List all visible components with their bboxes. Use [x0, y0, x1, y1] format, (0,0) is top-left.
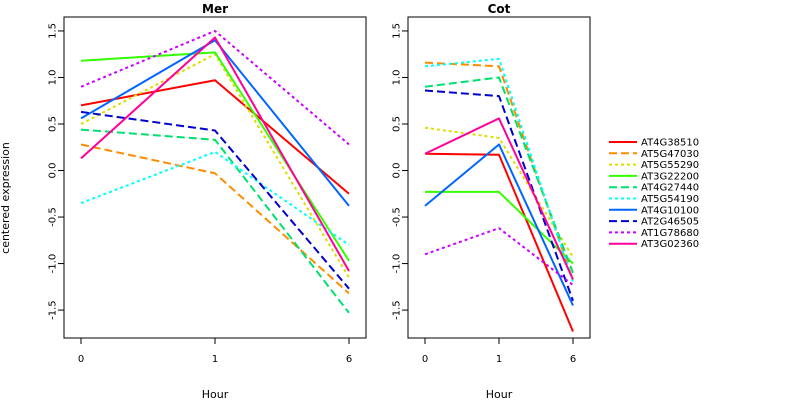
y-tick-label: 0.0 [48, 163, 59, 179]
y-tick-label: 1.5 [48, 23, 59, 39]
legend: AT4G38510AT5G47030AT5G55290AT3G22200AT4G… [609, 138, 699, 250]
series-line-at1g78680 [80, 29, 350, 146]
series-line-at2g46505 [424, 89, 574, 302]
x-tick-label: 0 [78, 354, 84, 365]
legend-label: AT4G10100 [641, 205, 699, 216]
series-line-at2g46505 [80, 110, 350, 290]
x-tick-label: 1 [212, 354, 218, 365]
series-line-at5g54190 [424, 57, 574, 283]
legend-label: AT4G38510 [641, 138, 699, 149]
series-line-at4g38510 [424, 152, 574, 332]
legend-item: AT4G27440 [609, 183, 699, 194]
legend-item: AT3G22200 [609, 171, 699, 182]
chart-panels: Mer -1.5 -1.0 -0.5 0.0 0.5 1.0 1.5 0 1 6 Hour Cot -1.… [48, 2, 591, 400]
panel-title: Mer [202, 2, 228, 16]
x-axis-label: Hour [202, 388, 229, 400]
legend-item: AT3G02360 [609, 239, 699, 250]
legend-item: AT5G54190 [609, 194, 699, 205]
y-tick-label: -0.5 [48, 207, 59, 227]
y-tick-label: -1.0 [392, 254, 403, 274]
y-tick-label: 1.0 [48, 70, 59, 86]
legend-item: AT2G46505 [609, 217, 699, 228]
x-tick-label: 0 [422, 354, 428, 365]
legend-label: AT2G46505 [641, 217, 699, 228]
series-line-at4g27440 [80, 128, 350, 314]
y-tick-label: 1.5 [392, 23, 403, 39]
y-tick-label: -1.0 [48, 254, 59, 274]
series-line-at5g55290 [80, 53, 350, 279]
y-tick-label: -1.5 [48, 300, 59, 320]
series-line-at5g55290 [424, 126, 574, 258]
y-tick-label: -1.5 [392, 300, 403, 320]
plot-frame [407, 16, 591, 339]
legend-label: AT3G02360 [641, 239, 699, 250]
series-line-at1g78680 [424, 227, 574, 286]
panel-mer: Mer -1.5 -1.0 -0.5 0.0 0.5 1.0 1.5 0 1 6 Hour [48, 2, 367, 400]
x-tick-label: 6 [346, 354, 352, 365]
panel-title: Cot [488, 2, 511, 16]
y-axis-label: centered expression [0, 142, 12, 254]
plot-frame [63, 16, 367, 339]
y-tick-label: 0.5 [48, 116, 59, 132]
series-line-at5g47030 [80, 143, 350, 295]
y-tick-label: 0.0 [392, 163, 403, 179]
legend-item: AT4G38510 [609, 138, 699, 149]
legend-label: AT5G55290 [641, 160, 699, 171]
y-tick-label: 0.5 [392, 116, 403, 132]
legend-item: AT5G47030 [609, 149, 699, 160]
series-line-at4g10100 [424, 143, 574, 306]
panel-cot: Cot -1.5 -1.0 -0.5 0.0 0.5 1.0 1.5 0 1 6 Hour [392, 2, 591, 400]
x-tick-label: 1 [496, 354, 502, 365]
legend-item: AT4G10100 [609, 205, 699, 216]
series-line-at4g10100 [80, 39, 350, 207]
series-line-at4g27440 [424, 76, 574, 274]
legend-label: AT5G47030 [641, 149, 699, 160]
y-tick-label: 1.0 [392, 70, 403, 86]
legend-label: AT4G27440 [641, 183, 699, 194]
series-line-at5g54190 [80, 150, 350, 246]
x-axis-label: Hour [486, 388, 513, 400]
x-tick-label: 6 [570, 354, 576, 365]
series-line-at3g02360 [80, 36, 350, 272]
legend-item: AT5G55290 [609, 160, 699, 171]
legend-item: AT1G78680 [609, 228, 699, 239]
legend-label: AT5G54190 [641, 194, 699, 205]
legend-label: AT1G78680 [641, 228, 699, 239]
series-line-at4g38510 [80, 79, 350, 195]
legend-label: AT3G22200 [641, 171, 699, 182]
series-line-at3g22200 [425, 190, 574, 265]
y-tick-label: -0.5 [392, 207, 403, 227]
series-line-at3g02360 [424, 117, 574, 280]
